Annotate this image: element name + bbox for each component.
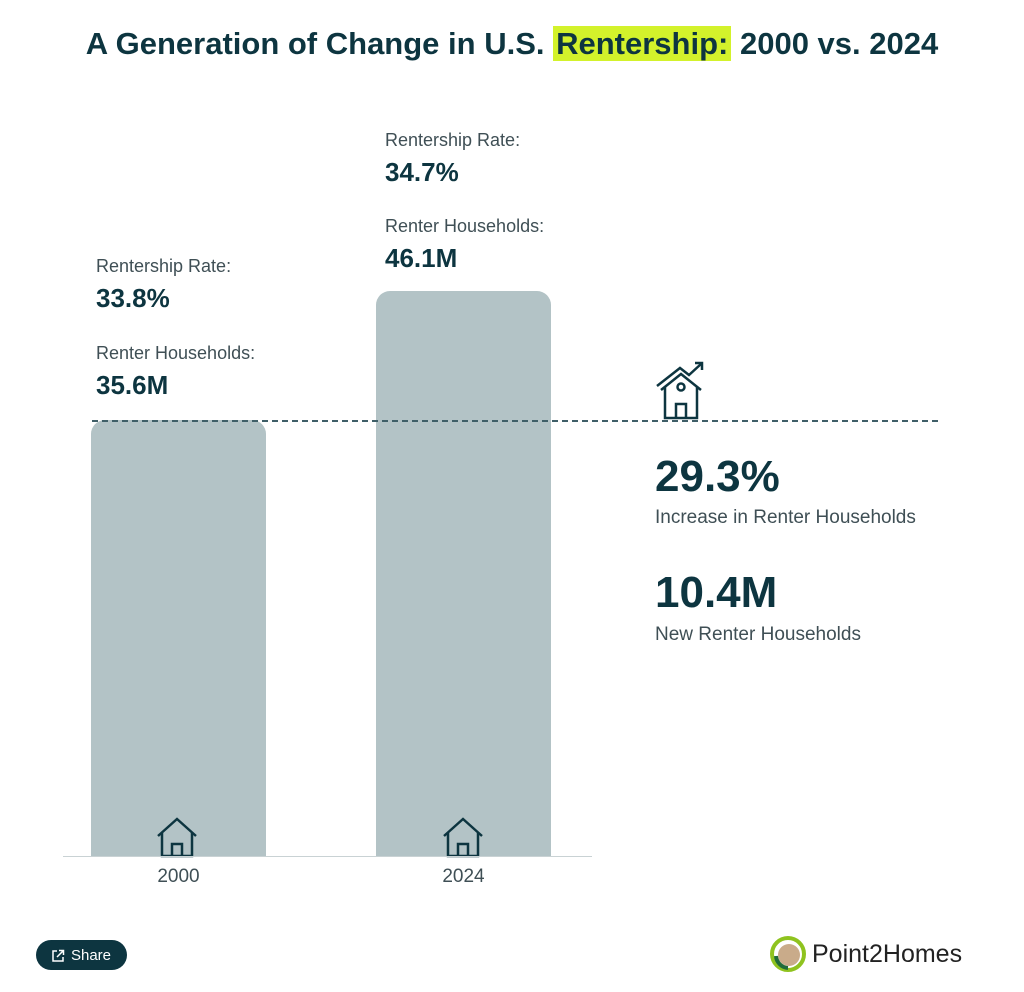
reference-line	[92, 419, 938, 422]
stat-increase-label: Increase in Renter Households	[655, 507, 916, 528]
title-highlight: Rentership:	[553, 26, 732, 61]
x-tick-2000: 2000	[157, 866, 200, 887]
rate-label-2024: Rentership Rate:	[385, 130, 521, 150]
chart-title: A Generation of Change in U.S. Rentershi…	[0, 26, 1024, 62]
x-axis-baseline	[63, 856, 592, 857]
x-tick-2024: 2024	[442, 866, 485, 887]
brand-logo[interactable]: Point2Homes	[770, 936, 962, 972]
title-text-end: 2000 vs. 2024	[731, 26, 939, 61]
title-text: A Generation of Change in U.S.	[85, 26, 554, 61]
bar-2024	[376, 291, 551, 856]
house-icon	[157, 817, 197, 858]
rate-value-2024: 34.7%	[385, 157, 459, 187]
bar-2000	[91, 419, 266, 856]
rate-label-2000: Rentership Rate:	[96, 256, 232, 276]
households-label-2024: Renter Households:	[385, 216, 545, 236]
households-label-2000: Renter Households:	[96, 343, 256, 363]
rate-value-2000: 33.8%	[96, 283, 170, 313]
share-label: Share	[70, 946, 112, 964]
house-icon	[443, 817, 483, 858]
stat-new-label: New Renter Households	[655, 624, 861, 645]
households-value-2024: 46.1M	[385, 243, 458, 273]
brand-name: Point2Homes	[812, 939, 963, 968]
share-button[interactable]: Share	[36, 940, 127, 970]
stat-increase-value: 29.3%	[655, 452, 780, 501]
households-value-2000: 35.6M	[96, 370, 169, 400]
house-growth-icon	[656, 361, 704, 420]
point2homes-logo-icon	[770, 936, 806, 972]
share-icon	[52, 949, 65, 962]
stat-new-value: 10.4M	[655, 568, 778, 617]
